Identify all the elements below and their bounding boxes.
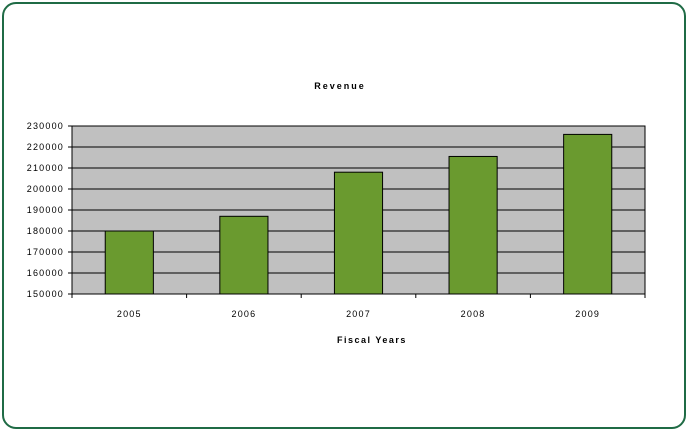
bar [563, 133, 613, 295]
bar [448, 155, 498, 295]
y-tick-label: 150000 [27, 289, 64, 299]
x-axis: 2005 2006 2007 2008 2009 [71, 294, 646, 319]
bar [219, 215, 269, 295]
bar [333, 171, 384, 295]
chart-title: Revenue [314, 81, 366, 91]
y-tick-label: 180000 [27, 226, 64, 236]
x-tick-label: 2006 [231, 309, 256, 319]
y-tick-label: 190000 [27, 205, 64, 215]
x-tick-label: 2008 [461, 309, 486, 319]
y-tick-label: 220000 [27, 142, 64, 152]
x-tick-label: 2007 [346, 309, 371, 319]
y-tick-label: 200000 [27, 184, 64, 194]
y-axis: 150000 160000 170000 180000 190000 200000 2100… [27, 121, 72, 299]
x-tick-label: 2005 [117, 309, 142, 319]
x-axis-label: Fiscal Years [337, 335, 407, 345]
y-tick-label: 210000 [27, 163, 64, 173]
y-tick-label: 170000 [27, 247, 64, 257]
bar [104, 230, 154, 295]
y-tick-label: 230000 [27, 121, 64, 131]
x-tick-label: 2009 [575, 309, 600, 319]
y-tick-label: 160000 [27, 268, 64, 278]
bars [104, 133, 613, 295]
